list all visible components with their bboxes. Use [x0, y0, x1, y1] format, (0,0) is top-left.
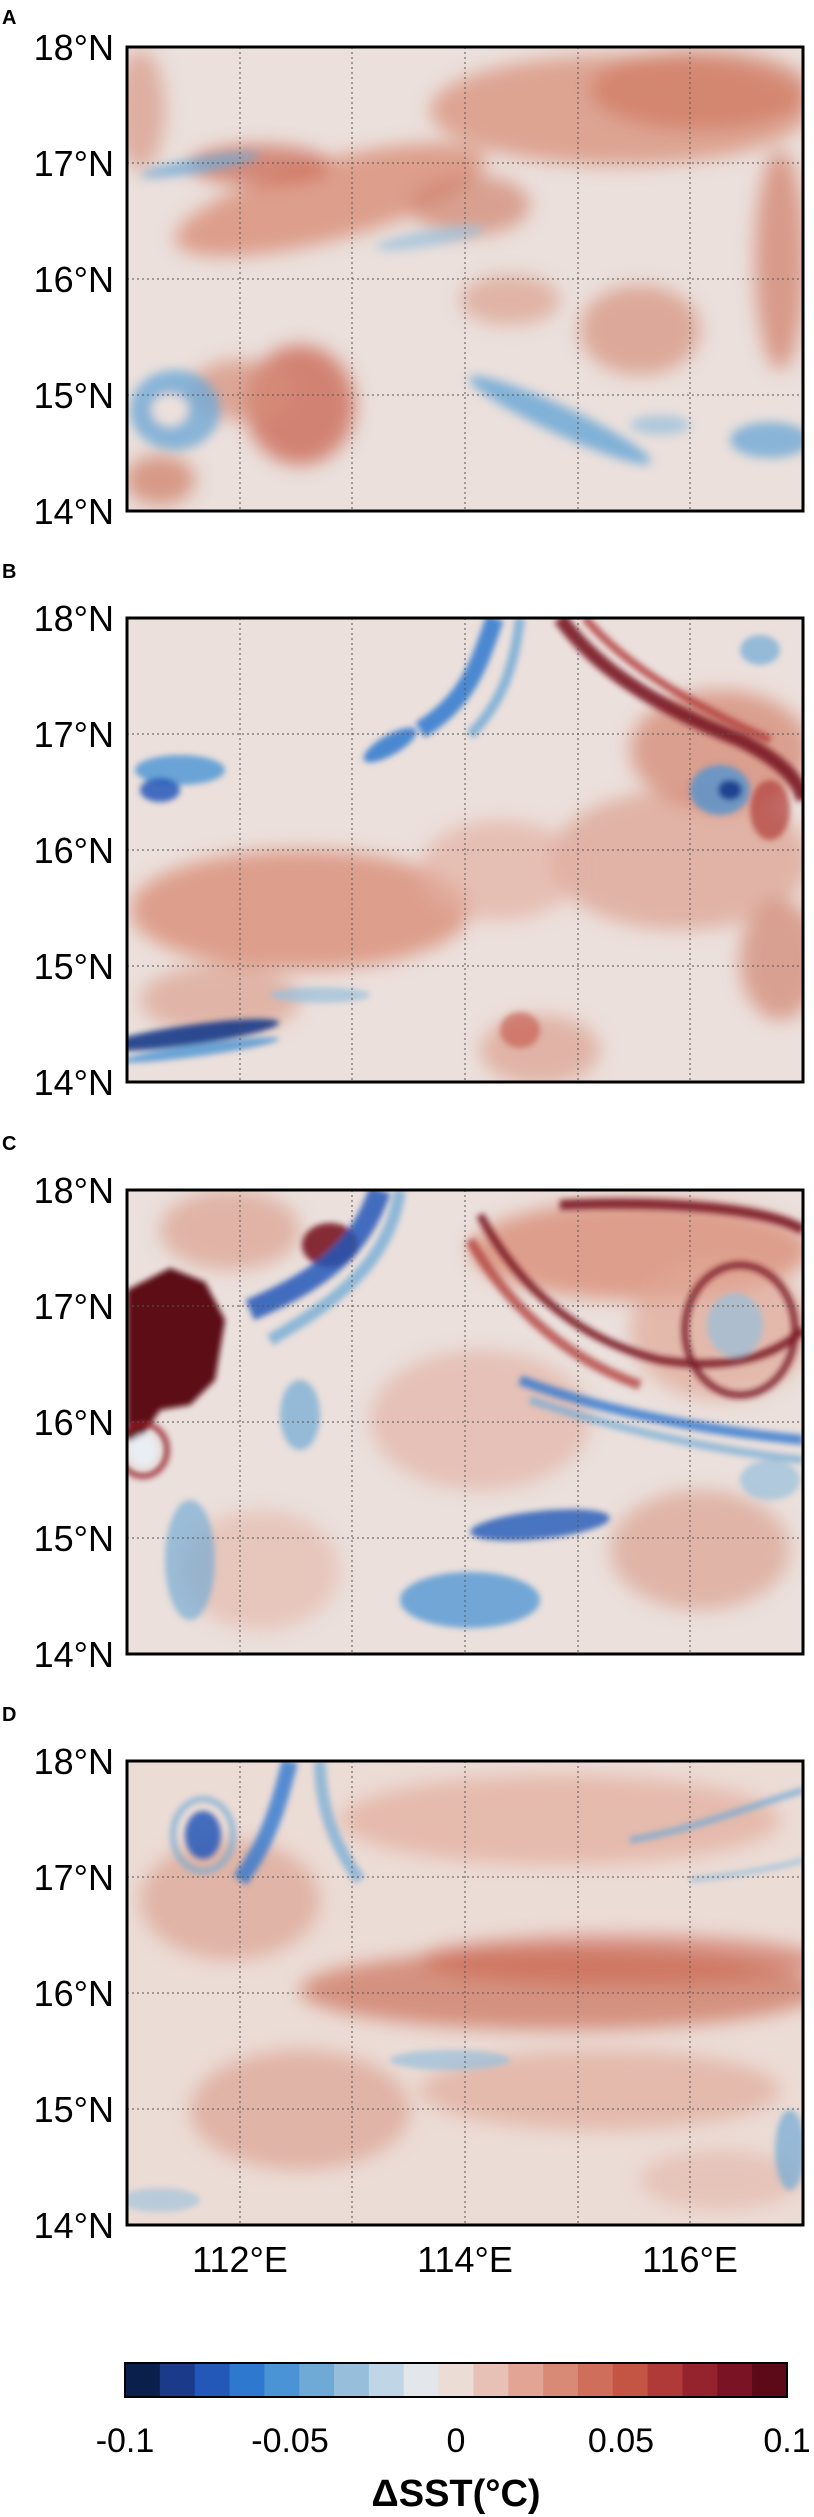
colorbar-swatch [473, 2363, 509, 2397]
colorbar-title: ΔSST(°C) [371, 2473, 540, 2515]
colorbar-tick-label: -0.05 [251, 2422, 329, 2460]
colorbar-swatch [612, 2363, 649, 2397]
panel-a: A [2, 7, 805, 532]
panel-c-graticule [127, 1190, 803, 1654]
panel-a-lat-label: 14°N [34, 491, 114, 532]
colorbar-tick-label: 0.05 [588, 2422, 654, 2460]
colorbar-swatch [543, 2363, 579, 2397]
colorbar-swatch [125, 2363, 161, 2397]
colorbar-swatch [508, 2363, 544, 2397]
panel-d-lat-label: 14°N [34, 2205, 114, 2246]
panel-c-letter: C [2, 1133, 16, 1155]
lon-label: 114°E [417, 2239, 513, 2280]
colorbar-swatch [438, 2363, 475, 2397]
panel-a-lat-label: 15°N [34, 375, 114, 416]
panel-b-sst-field [127, 618, 803, 1082]
panel-c-lat-label: 18°N [34, 1170, 114, 1211]
panel-c-lat-label: 16°N [34, 1402, 114, 1443]
colorbar-swatch [647, 2363, 684, 2397]
colorbar-swatch [752, 2363, 788, 2397]
panel-c: C [2, 1133, 805, 1675]
panel-b-lat-label: 18°N [34, 598, 114, 639]
colorbar-swatch [334, 2363, 370, 2397]
panel-c-frame [125, 1188, 805, 1656]
panel-d-graticule [127, 1761, 803, 2225]
panel-d-frame [125, 1759, 805, 2227]
lon-label: 116°E [642, 2239, 738, 2280]
panel-d: D [2, 1704, 805, 2280]
colorbar-swatch [264, 2363, 300, 2397]
colorbar-swatch [577, 2363, 614, 2397]
panel-c-lat-label: 14°N [34, 1634, 114, 1675]
colorbar-tick-label: 0.1 [763, 2422, 810, 2460]
lon-label: 112°E [192, 2239, 288, 2280]
colorbar-swatch [229, 2363, 265, 2397]
panel-a-lat-label: 17°N [34, 143, 114, 184]
panel-a-lat-label: 18°N [34, 27, 114, 68]
panel-a-lat-label: 16°N [34, 259, 114, 300]
colorbar-swatch [368, 2363, 405, 2397]
panel-a-letter: A [2, 7, 16, 29]
colorbar-tick-label: 0 [447, 2422, 466, 2460]
panel-b-frame [125, 616, 805, 1084]
colorbar-swatch [299, 2363, 335, 2397]
panel-b-graticule [127, 618, 803, 1082]
colorbar-swatch [717, 2363, 753, 2397]
colorbar-swatch [159, 2363, 196, 2397]
colorbar-swatch [403, 2363, 440, 2397]
panel-a-graticule [127, 47, 803, 511]
colorbar-swatches [125, 2363, 788, 2397]
panel-d-lat-label: 16°N [34, 1973, 114, 2014]
panel-c-lat-label: 17°N [34, 1286, 114, 1327]
panel-a-frame [125, 45, 805, 513]
panel-d-lat-label: 15°N [34, 2089, 114, 2130]
panel-b-letter: B [2, 561, 16, 583]
colorbar: -0.1 -0.05 0 0.05 0.1 ΔSST(°C) [96, 2362, 811, 2515]
colorbar-swatch [194, 2363, 231, 2397]
panel-d-letter: D [2, 1704, 16, 1726]
panel-b-lat-label: 14°N [34, 1062, 114, 1103]
panel-b: B [2, 561, 805, 1103]
colorbar-tick-label: -0.1 [96, 2422, 155, 2460]
panel-d-lat-label: 17°N [34, 1857, 114, 1898]
colorbar-frame [124, 2362, 788, 2398]
panel-c-lat-label: 15°N [34, 1518, 114, 1559]
panel-b-lat-label: 16°N [34, 830, 114, 871]
panel-b-lat-label: 17°N [34, 714, 114, 755]
panel-d-lat-label: 18°N [34, 1741, 114, 1782]
colorbar-swatch [682, 2363, 718, 2397]
panel-b-lat-label: 15°N [34, 946, 114, 987]
